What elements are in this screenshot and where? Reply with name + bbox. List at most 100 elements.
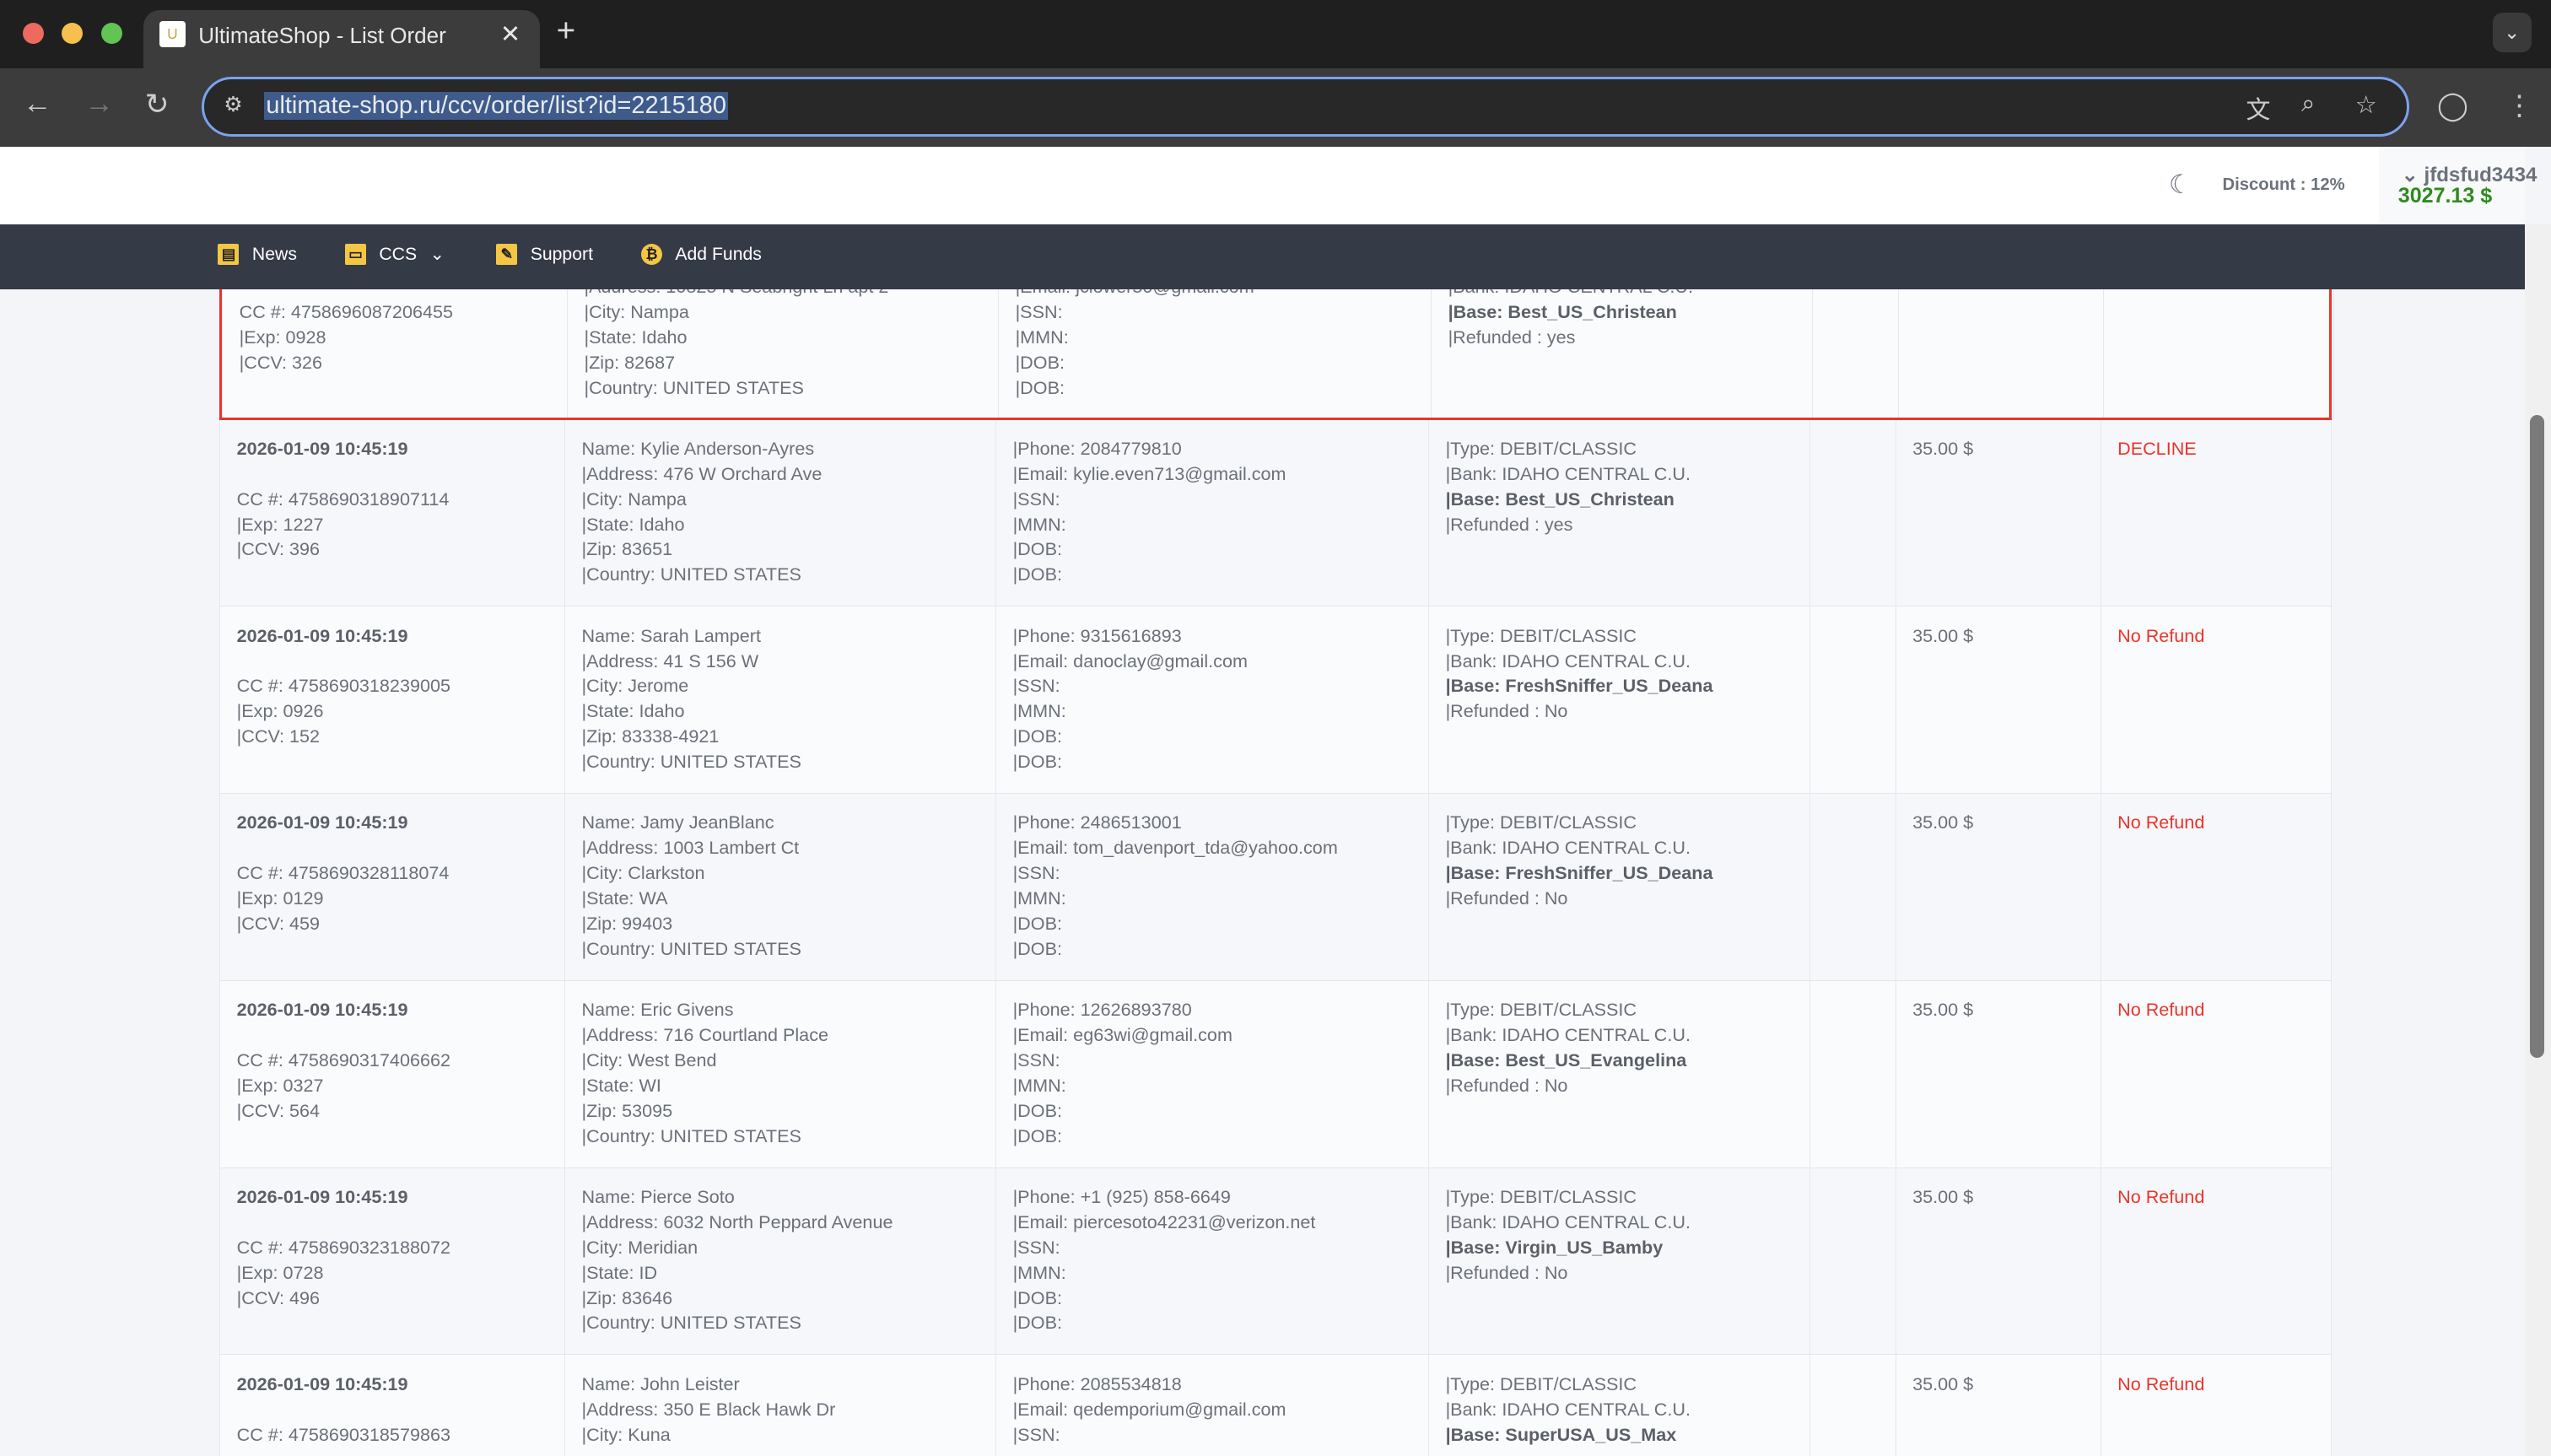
nav-news[interactable]: ▤ News bbox=[218, 244, 297, 266]
zip-text: |Zip: 83651 bbox=[581, 538, 673, 560]
ccv-text: |CCV: 459 bbox=[236, 912, 321, 934]
status-cell: No Refund bbox=[2100, 1167, 2332, 1355]
status-cell: DECLINE bbox=[2100, 419, 2332, 607]
exp-text: |Exp: 0327 bbox=[236, 1074, 324, 1096]
mmn-text: |MMN: bbox=[1012, 1074, 1066, 1096]
contact-cell: |Phone: +1 (925) 858-6649 |Email: pierces… bbox=[995, 1167, 1428, 1355]
bookmark-star-icon[interactable]: ☆ bbox=[2354, 92, 2377, 120]
dob2-text: |DOB: bbox=[1012, 751, 1062, 773]
base-text: |Base: Best_US_Christean bbox=[1445, 488, 1675, 510]
minimize-window-button[interactable] bbox=[62, 23, 84, 45]
menu-icon[interactable]: ⋮ bbox=[2505, 89, 2533, 121]
city-text: |City: Jerome bbox=[581, 675, 689, 697]
refunded-text: |Refunded : yes bbox=[1445, 513, 1573, 535]
nav-support[interactable]: ✎ Support bbox=[496, 244, 593, 266]
table-row: 2026-01-09 10:45:19 CC #: 47586903174066… bbox=[219, 980, 2332, 1168]
ssn-text: |SSN: bbox=[1012, 1423, 1060, 1445]
phone-text: |Phone: 2084779810 bbox=[1012, 437, 1182, 459]
nav-label: News bbox=[251, 244, 297, 264]
city-text: |City: Nampa bbox=[581, 488, 687, 510]
state-text: |State: Idaho bbox=[584, 326, 688, 348]
status-text: No Refund bbox=[2117, 812, 2205, 833]
site-settings-icon[interactable]: ⚙ bbox=[224, 93, 243, 117]
refunded-text: |Refunded : No bbox=[1445, 700, 1568, 722]
ssn-text: |SSN: bbox=[1012, 1049, 1060, 1070]
mmn-text: |MMN: bbox=[1012, 513, 1066, 535]
status-text: No Refund bbox=[2117, 624, 2205, 646]
page-scrollbar[interactable] bbox=[2525, 224, 2551, 1456]
zip-text: |Zip: 83646 bbox=[581, 1286, 673, 1308]
status-cell bbox=[2102, 289, 2334, 418]
ccv-text: |CCV: 326 bbox=[239, 351, 323, 373]
contact-cell: |Phone: 9315616893 |Email: danoclay@gmail… bbox=[995, 607, 1428, 794]
empty-cell bbox=[1809, 980, 1896, 1167]
card-cell: 2026-01-09 10:45:19 CC #: 47586903231880… bbox=[219, 1167, 564, 1355]
tab-active[interactable]: U UltimateShop - List Order ✕ bbox=[143, 9, 541, 68]
new-tab-icon[interactable]: + bbox=[556, 13, 576, 50]
base-text: |Base: SuperUSA_US_Max bbox=[1445, 1423, 1677, 1445]
bank-cell: |Type: DEBIT/CLASSIC |Bank: IDAHO CENTRAL… bbox=[1428, 607, 1809, 794]
date-text: 2026-01-09 10:45:19 bbox=[236, 812, 408, 833]
nav-ccs[interactable]: ▭ CCS ⌄ bbox=[344, 244, 445, 266]
status-cell: No Refund bbox=[2100, 607, 2332, 794]
bitcoin-icon: ₿ bbox=[640, 244, 662, 266]
zip-text: |Zip: 99403 bbox=[581, 912, 673, 934]
cc-text: CC #: 4758690318579863 bbox=[236, 1423, 450, 1445]
nav-add-funds[interactable]: ₿ Add Funds bbox=[640, 244, 762, 266]
empty-cell bbox=[1809, 794, 1896, 980]
state-text: |State: WA bbox=[581, 887, 668, 909]
profile-icon[interactable]: ◯ bbox=[2437, 89, 2468, 121]
status-cell: No Refund bbox=[2100, 794, 2332, 980]
empty-cell bbox=[1809, 419, 1896, 607]
contact-cell: |Phone: 2085534818 |Email: qedemporium@gm… bbox=[995, 1355, 1428, 1456]
maximize-window-button[interactable] bbox=[100, 23, 122, 45]
price-cell bbox=[1897, 289, 2103, 418]
nav-label: Support bbox=[530, 244, 593, 264]
name-text: Name: Sarah Lampert bbox=[581, 624, 761, 646]
close-tab-icon[interactable]: ✕ bbox=[499, 21, 521, 49]
dob1-text: |DOB: bbox=[1012, 725, 1062, 747]
bank-text: |Bank: IDAHO CENTRAL C.U. bbox=[1445, 1211, 1691, 1232]
url-text[interactable]: ultimate-shop.ru/ccv/order/list?id=22151… bbox=[264, 92, 728, 121]
reload-icon[interactable]: ↻ bbox=[144, 89, 170, 121]
bank-cell: |Type: DEBIT/CLASSIC |Bank: IDAHO CENTRAL… bbox=[1428, 794, 1809, 980]
scrollbar-thumb[interactable] bbox=[2529, 414, 2545, 1058]
bank-cell: |Bank: IDAHO CENTRAL C.U.|Base: Best_US_… bbox=[1431, 289, 1812, 418]
type-text: |Type: DEBIT/CLASSIC bbox=[1445, 1372, 1637, 1394]
status-cell: No Refund bbox=[2100, 980, 2332, 1167]
dob1-text: |DOB: bbox=[1012, 912, 1062, 934]
dark-mode-toggle-icon[interactable]: ☾ bbox=[2168, 169, 2192, 199]
price-text: 35.00 $ bbox=[1912, 999, 1974, 1021]
address-text: |Address: 350 E Black Hawk Dr bbox=[581, 1398, 836, 1420]
card-cell: 2026-01-09 10:45:19 CC #: 47586903281180… bbox=[219, 794, 564, 980]
tab-search-icon[interactable]: ⌄ bbox=[2492, 13, 2532, 52]
ccv-text: |CCV: 396 bbox=[236, 538, 321, 560]
back-icon[interactable]: ← bbox=[23, 88, 52, 121]
address-bar[interactable]: ⚙ ultimate-shop.ru/ccv/order/list?id=221… bbox=[202, 76, 2410, 138]
phone-text: |Phone: 12626893780 bbox=[1012, 999, 1192, 1021]
zoom-icon[interactable]: ⌕ bbox=[2301, 90, 2316, 118]
price-text: 35.00 $ bbox=[1912, 1372, 1974, 1394]
card-cell: 2026-01-09 10:45:19 CC #: 47586903174066… bbox=[219, 980, 564, 1167]
price-cell: 35.00 $ bbox=[1895, 1167, 2101, 1355]
ccv-text: |CCV: 152 bbox=[236, 725, 321, 747]
card-cell: 2026-01-09 10:45:19 CC #: 47586903182390… bbox=[219, 607, 564, 794]
email-text: |Email: qedemporium@gmail.com bbox=[1012, 1398, 1286, 1420]
empty-cell bbox=[1809, 607, 1896, 794]
refunded-text: |Refunded : No bbox=[1445, 887, 1568, 909]
translate-icon[interactable]: 文 bbox=[2246, 97, 2271, 125]
base-text: |Base: Best_US_Christean bbox=[1448, 300, 1677, 322]
bank-text: |Bank: IDAHO CENTRAL C.U. bbox=[1448, 289, 1812, 299]
mmn-text: |MMN: bbox=[1012, 887, 1066, 909]
username[interactable]: ⌄ jfdsfud3434 bbox=[2401, 163, 2538, 186]
email-text: |Email: piercesoto42231@verizon.net bbox=[1012, 1211, 1316, 1232]
table-row: 2026-01-09 10:45:19 CC #: 47586903182390… bbox=[219, 607, 2332, 795]
close-window-button[interactable] bbox=[23, 23, 45, 45]
user-menu[interactable]: ⌄ jfdsfud3434 3027.13 $ bbox=[2378, 146, 2537, 225]
dob2-text: |DOB: bbox=[1012, 1124, 1062, 1146]
site-header: ☾ Discount : 12% ⌄ jfdsfud3434 3027.13 $ bbox=[0, 146, 2537, 225]
forward-icon[interactable]: → bbox=[84, 88, 114, 121]
contact-cell: |Phone: 2084779810 |Email: kylie.even713@… bbox=[995, 419, 1428, 607]
country-text: |Country: UNITED STATES bbox=[584, 376, 804, 398]
ccv-text: |CCV: 496 bbox=[236, 1286, 321, 1308]
